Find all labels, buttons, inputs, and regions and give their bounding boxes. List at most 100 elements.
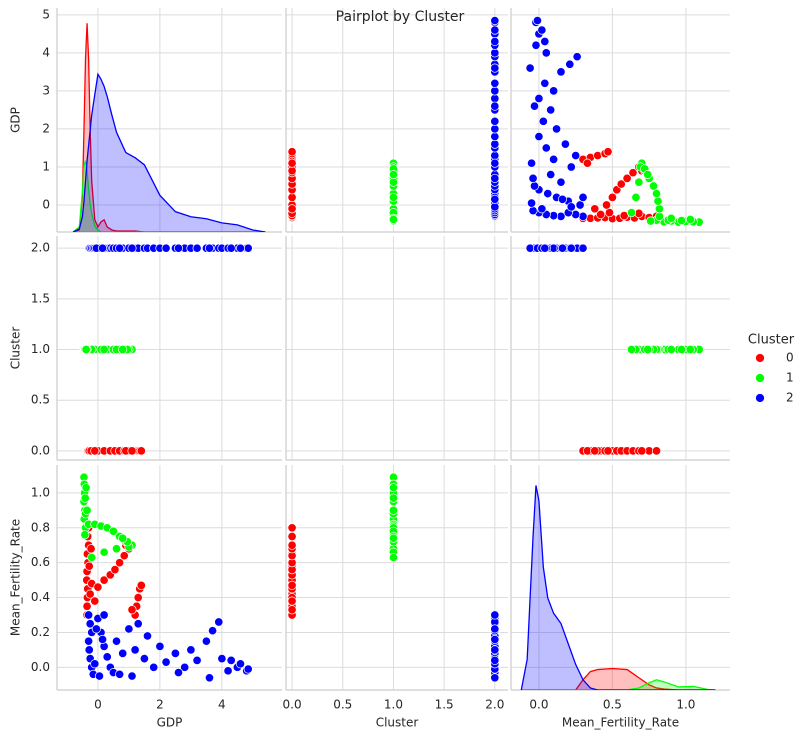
point (549, 86, 559, 96)
panel: 0.0 0.5 1.0 1.5 2.0 (31, 236, 282, 461)
x-tick-label: 4 (218, 698, 226, 712)
point (204, 243, 215, 253)
point (287, 580, 297, 590)
y-tick-label: 0.6 (31, 555, 50, 569)
point (622, 173, 632, 183)
point (287, 540, 297, 550)
point (541, 143, 551, 153)
point (115, 243, 125, 253)
x-tick-label: 2.0 (485, 698, 504, 712)
panels: 0 1 2 3 4 5 0.0 0.5 1.0 1.5 2.0 0 2 4 0.0 0.2 0.4 0.6 0.8 1… (9, 7, 730, 730)
point (287, 147, 297, 157)
kde-area (73, 74, 266, 232)
point (490, 610, 500, 620)
point (142, 631, 153, 641)
point (566, 202, 576, 212)
point (572, 52, 582, 62)
point (223, 666, 233, 676)
legend-marker (755, 393, 765, 403)
point (654, 204, 664, 214)
point (541, 48, 551, 58)
point (540, 36, 550, 47)
point (552, 124, 562, 134)
point (556, 177, 566, 187)
point (490, 624, 500, 634)
point (388, 483, 399, 493)
point (201, 636, 211, 646)
point (80, 530, 90, 540)
point (653, 196, 663, 206)
point (119, 551, 129, 561)
point (287, 531, 297, 542)
plot-area (525, 16, 704, 227)
point (578, 192, 588, 202)
plot-area (72, 23, 266, 232)
point (571, 151, 581, 161)
point (192, 655, 202, 665)
point (490, 116, 500, 126)
point (525, 63, 535, 73)
x-axis-label: Mean_Fertility_Rate (562, 716, 679, 730)
point (490, 634, 500, 644)
point (90, 596, 100, 606)
panel (510, 8, 730, 233)
point (649, 181, 659, 191)
point (235, 243, 246, 253)
point (84, 636, 94, 646)
point (603, 446, 613, 456)
point (287, 204, 297, 214)
legend-marker (755, 353, 765, 363)
x-tick-label: 0.5 (603, 698, 622, 712)
point (287, 523, 297, 533)
y-tick-label: 2 (42, 121, 50, 135)
x-tick-label: 0.0 (529, 698, 548, 712)
point (534, 93, 544, 104)
point (91, 624, 101, 634)
legend-label: 1 (786, 371, 794, 385)
point (208, 626, 218, 636)
point (80, 493, 90, 503)
x-tick-label: 0.5 (333, 698, 352, 712)
point (115, 558, 125, 568)
point (578, 243, 588, 253)
point (84, 561, 94, 571)
point (490, 202, 500, 212)
panel: 0.0 0.5 1.0 (510, 465, 730, 712)
point (139, 654, 149, 664)
point (651, 189, 662, 199)
point (549, 154, 559, 164)
y-tick-label: 1.0 (31, 485, 50, 499)
point (82, 505, 92, 515)
point (86, 544, 96, 554)
point (575, 200, 585, 210)
point (226, 243, 236, 253)
point (111, 636, 122, 646)
point (90, 659, 100, 669)
point (99, 344, 109, 355)
point (626, 208, 637, 218)
point (111, 544, 122, 554)
point (634, 177, 644, 187)
y-tick-label: 1.5 (31, 291, 50, 305)
point (527, 158, 537, 168)
x-tick-label: 2 (156, 698, 164, 712)
point (490, 25, 500, 35)
kde-area (521, 668, 716, 690)
point (287, 596, 297, 606)
plot-area (525, 243, 704, 456)
point (651, 446, 662, 456)
point (388, 533, 399, 543)
point (543, 189, 553, 199)
point (287, 158, 297, 168)
point (136, 580, 146, 590)
plot-area (79, 243, 253, 456)
point (173, 668, 184, 678)
legend-title: Cluster (748, 333, 795, 348)
point (115, 669, 125, 679)
point (654, 211, 664, 221)
point (490, 655, 500, 665)
y-tick-label: 0.2 (31, 625, 50, 639)
panel: 0 1 2 3 4 5 (42, 7, 282, 233)
point (607, 192, 617, 202)
point (161, 243, 171, 253)
